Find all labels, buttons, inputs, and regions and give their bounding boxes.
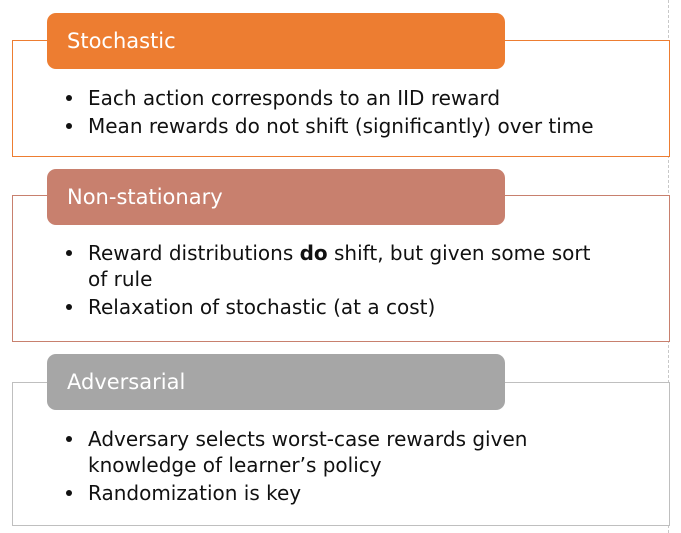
stochastic-title: Stochastic (67, 29, 176, 53)
list-item: Each action corresponds to an IID reward (60, 85, 620, 111)
adversarial-bullets: Adversary selects worst-case rewards giv… (60, 426, 620, 508)
nonstationary-bullets: Reward distributions do shift, but given… (60, 240, 620, 322)
list-item: Reward distributions do shift, but given… (60, 240, 608, 292)
bullet-icon (66, 95, 72, 101)
bullet-icon (66, 250, 72, 256)
adversarial-header: Adversarial (47, 354, 505, 410)
nonstationary-title: Non-stationary (67, 185, 223, 209)
nonstationary-header: Non-stationary (47, 169, 505, 225)
list-item: Adversary selects worst-case rewards giv… (60, 426, 588, 478)
bullet-icon (66, 490, 72, 496)
bullet-icon (66, 123, 72, 129)
list-item: Relaxation of stochastic (at a cost) (60, 294, 620, 320)
bullet-icon (66, 304, 72, 310)
stochastic-bullets: Each action corresponds to an IID reward… (60, 85, 620, 141)
adversarial-title: Adversarial (67, 370, 186, 394)
stochastic-header: Stochastic (47, 13, 505, 69)
list-item: Mean rewards do not shift (significantly… (60, 113, 620, 139)
list-item: Randomization is key (60, 480, 620, 506)
bullet-icon (66, 436, 72, 442)
